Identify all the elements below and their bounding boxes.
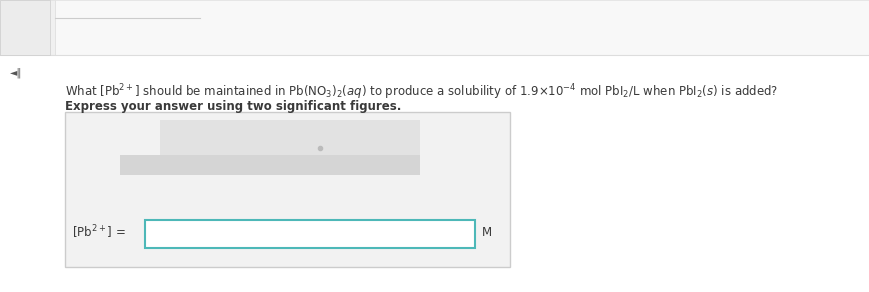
Bar: [55, 0, 869, 55]
Text: Express your answer using two significant figures.: Express your answer using two significan…: [65, 100, 401, 113]
Bar: [65, 112, 509, 267]
Bar: [145, 220, 474, 248]
Bar: [160, 120, 420, 175]
Bar: [0, 0, 50, 55]
Text: What $[\mathrm{Pb}^{2+}]$ should be maintained in $\mathrm{Pb(NO_3)_2}(aq)$ to p: What $[\mathrm{Pb}^{2+}]$ should be main…: [65, 82, 778, 102]
Bar: [120, 155, 420, 175]
Text: ◄‖: ◄‖: [10, 67, 23, 77]
Text: $[\mathrm{Pb}^{2+}]$ =: $[\mathrm{Pb}^{2+}]$ =: [72, 223, 126, 241]
Text: M: M: [481, 225, 492, 239]
Bar: [0, 0, 55, 55]
